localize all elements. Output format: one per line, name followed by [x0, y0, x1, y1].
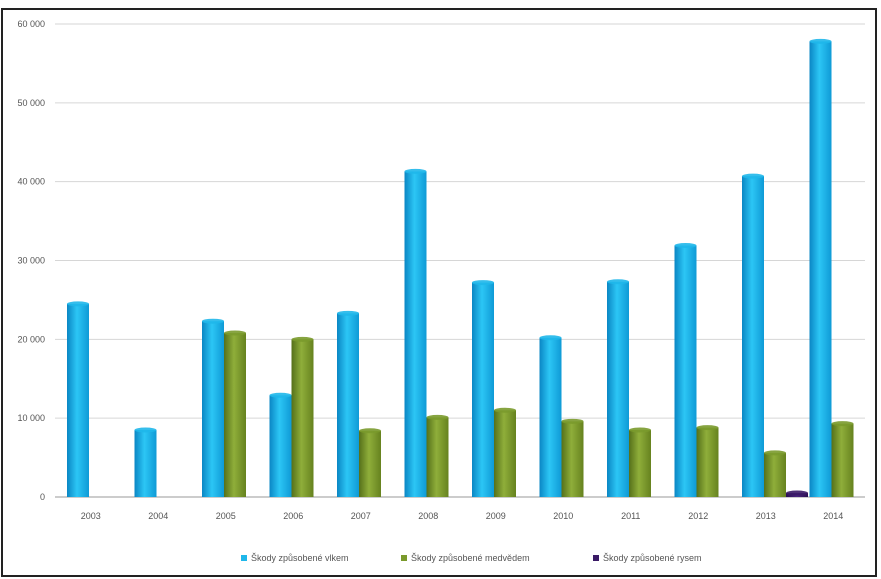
bar-wolf-cap [67, 301, 89, 307]
bar-bear-cap [426, 414, 449, 420]
bar-bear [426, 417, 449, 497]
x-tick-label: 2008 [418, 511, 438, 521]
bar-wolf [607, 281, 629, 497]
x-tick-label: 2009 [486, 511, 506, 521]
legend-label: Škody způsobené rysem [603, 553, 702, 563]
bar-bear [764, 452, 786, 497]
bar-wolf [202, 321, 224, 497]
x-tick-label: 2013 [756, 511, 776, 521]
bar-bear-cap [224, 330, 246, 336]
x-tick-label: 2006 [283, 511, 303, 521]
bar-wolf-cap [674, 243, 697, 249]
bar-wolf-cap [202, 318, 224, 324]
x-tick-label: 2007 [351, 511, 371, 521]
bar-bear [494, 410, 516, 497]
y-tick-label: 30 000 [17, 256, 45, 266]
legend-label: Škody způsobené medvědem [411, 553, 530, 563]
legend-label: Škody způsobené vlkem [251, 553, 349, 563]
bar-bear-cap [494, 407, 516, 413]
x-tick-label: 2011 [621, 511, 640, 521]
bar-chart: 0 10 000 20 000 30 000 40 000 50 000 60 000 20… [17, 19, 865, 563]
gridlines [55, 23, 865, 498]
y-axis: 0 10 000 20 000 30 000 40 000 50 000 60 000 [17, 19, 45, 502]
bar-wolf [674, 245, 697, 497]
legend-swatch [241, 555, 247, 561]
bar-wolf [67, 303, 89, 497]
bar-bear-cap [291, 336, 314, 342]
legend-swatch [401, 555, 407, 561]
bar-bear-cap [764, 450, 786, 456]
bars [67, 38, 854, 498]
bar-bear-cap [831, 421, 854, 427]
x-tick-label: 2010 [553, 511, 573, 521]
bar-bear-cap [359, 428, 381, 434]
bar-bear [359, 430, 381, 497]
legend-item: Škody způsobené rysem [593, 553, 702, 563]
bar-wolf-cap [269, 392, 292, 398]
bar-wolf [539, 337, 562, 497]
y-tick-label: 0 [40, 492, 45, 502]
bar-wolf [742, 176, 764, 498]
y-tick-label: 20 000 [17, 334, 45, 344]
bar-bear-cap [561, 418, 584, 424]
bar-wolf-cap [809, 38, 832, 44]
bar-bear [291, 339, 314, 497]
legend: Škody způsobené vlkem Škody způsobené med… [241, 553, 702, 563]
y-tick-label: 60 000 [17, 19, 45, 29]
bar-bear [224, 333, 246, 497]
bar-wolf [472, 282, 494, 497]
y-tick-label: 10 000 [17, 413, 45, 423]
y-tick-label: 50 000 [17, 98, 45, 108]
x-tick-label: 2005 [216, 511, 236, 521]
bar-wolf-cap [539, 335, 562, 341]
legend-item: Škody způsobené medvědem [401, 553, 530, 563]
bar-bear [561, 421, 584, 497]
bar-wolf-cap [742, 173, 764, 179]
bar-bear [831, 423, 854, 497]
bar-wolf-cap [134, 427, 157, 433]
bar-wolf-cap [337, 310, 359, 316]
bar-bear [629, 429, 651, 497]
bar-wolf-cap [404, 168, 427, 174]
bar-wolf-cap [472, 280, 494, 286]
x-tick-label: 2004 [148, 511, 168, 521]
bar-wolf [269, 395, 292, 497]
bar-bear [696, 427, 719, 497]
legend-item: Škody způsobené vlkem [241, 553, 349, 563]
legend-swatch [593, 555, 599, 561]
x-tick-label: 2012 [688, 511, 708, 521]
bar-wolf [404, 171, 427, 497]
x-tick-label: 2014 [823, 511, 843, 521]
x-axis: 2003 2004 2005 2006 2007 2008 2009 2010 2011 2012… [81, 511, 844, 521]
bar-bear-cap [629, 427, 651, 433]
y-tick-label: 40 000 [17, 177, 45, 187]
bar-wolf [809, 41, 832, 498]
bar-wolf [134, 429, 157, 497]
bar-wolf-cap [607, 279, 629, 285]
bar-lynx-cap [786, 490, 808, 496]
chart-frame: 0 10 000 20 000 30 000 40 000 50 000 60 000 20… [1, 8, 877, 577]
bar-bear-cap [696, 425, 719, 431]
x-tick-label: 2003 [81, 511, 101, 521]
bar-wolf [337, 313, 359, 497]
